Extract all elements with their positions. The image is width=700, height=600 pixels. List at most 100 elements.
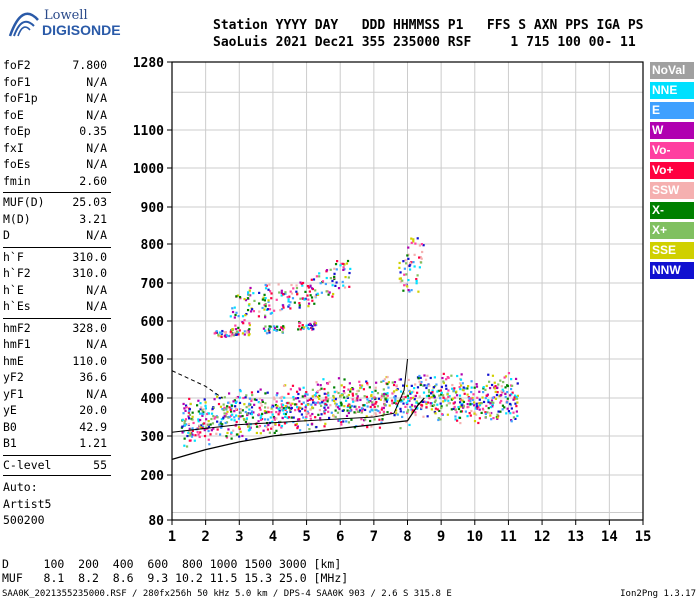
param-row: foF2 7.800 (3, 58, 107, 74)
echo-point (384, 398, 387, 401)
echo-point (227, 416, 230, 419)
echo-point (333, 386, 336, 389)
echo-point (402, 411, 405, 414)
echo-point (222, 416, 225, 419)
echo-point (377, 397, 381, 400)
echo-point (500, 385, 503, 388)
echo-point (225, 407, 228, 410)
echo-point (292, 287, 295, 290)
echo-point (416, 407, 419, 410)
echo-point (340, 384, 343, 387)
echo-point (402, 384, 405, 387)
echo-point (225, 412, 228, 415)
echo-point (484, 388, 487, 391)
echo-point (387, 381, 391, 384)
echo-point (516, 401, 519, 404)
echo-point (482, 386, 485, 389)
echo-point (207, 419, 210, 423)
echo-point (213, 332, 216, 335)
echo-point (280, 307, 284, 311)
echo-point (327, 410, 330, 413)
echo-point (264, 316, 267, 319)
echo-point (304, 290, 307, 293)
echo-point (235, 330, 239, 333)
echo-point (505, 401, 509, 404)
param-name: h`F (3, 249, 24, 264)
echo-point (290, 292, 294, 295)
echo-point (264, 297, 267, 300)
echo-point (267, 288, 270, 291)
echo-point (487, 373, 490, 376)
param-row: foEp 0.35 (3, 124, 107, 140)
legend-item: E (650, 102, 694, 119)
echo-point (282, 306, 285, 309)
echo-point (229, 315, 232, 318)
echo-point (296, 406, 299, 409)
echo-point (305, 415, 308, 418)
echo-point (430, 402, 433, 405)
echo-point (223, 396, 226, 399)
echo-point (351, 392, 354, 395)
echo-point (459, 384, 463, 387)
echo-point (413, 398, 416, 401)
echo-point (284, 415, 287, 419)
echo-point (318, 275, 321, 278)
echo-point (394, 398, 397, 401)
echo-point (440, 391, 443, 394)
footer-info: SAA0K_2021355235000.RSF / 280fx256h 50 k… (2, 589, 452, 599)
echo-point (422, 415, 425, 418)
echo-point (509, 402, 512, 406)
echo-point (325, 290, 328, 293)
echo-point (251, 393, 254, 397)
echo-point (183, 444, 186, 447)
legend-item: SSE (650, 242, 694, 259)
echo-point (490, 411, 493, 415)
echo-point (510, 407, 513, 410)
echo-point (294, 409, 297, 412)
echo-point (487, 407, 490, 410)
echo-point (338, 419, 341, 422)
echo-point (302, 401, 305, 404)
echo-point (475, 385, 479, 388)
echo-point (466, 402, 469, 406)
echo-point (488, 386, 492, 390)
echo-point (414, 405, 417, 408)
echo-point (284, 412, 287, 416)
echo-point (426, 415, 429, 418)
echo-point (432, 386, 436, 389)
echo-point (238, 388, 242, 392)
echo-point (215, 432, 218, 435)
echo-point (420, 403, 423, 407)
echo-point (280, 405, 284, 408)
param-value: 25.03 (72, 195, 107, 209)
echo-point (366, 398, 369, 401)
echo-point (245, 438, 248, 441)
echo-point (352, 400, 355, 403)
echo-point (425, 403, 428, 406)
echo-point (189, 433, 192, 437)
echo-point (185, 445, 189, 448)
echo-point (213, 398, 216, 401)
echo-point (188, 408, 191, 411)
echo-point (499, 401, 502, 404)
echo-point (422, 244, 425, 247)
echo-point (371, 401, 374, 404)
echo-point (241, 320, 244, 324)
echo-point (319, 282, 322, 285)
echo-point (191, 427, 194, 430)
echo-point (220, 426, 223, 429)
echo-point (247, 329, 250, 332)
echo-point (233, 419, 236, 422)
param-name: yE (3, 403, 17, 417)
echo-point (383, 399, 386, 402)
echo-point (409, 405, 412, 409)
echo-point (454, 408, 457, 411)
echo-point (342, 389, 346, 393)
echo-point (314, 322, 318, 325)
echo-point (321, 280, 325, 283)
echo-point (399, 427, 402, 430)
y-tick-label: 300 (141, 430, 165, 445)
echo-point (475, 413, 478, 416)
echo-point (451, 397, 455, 400)
echo-point (302, 327, 305, 330)
